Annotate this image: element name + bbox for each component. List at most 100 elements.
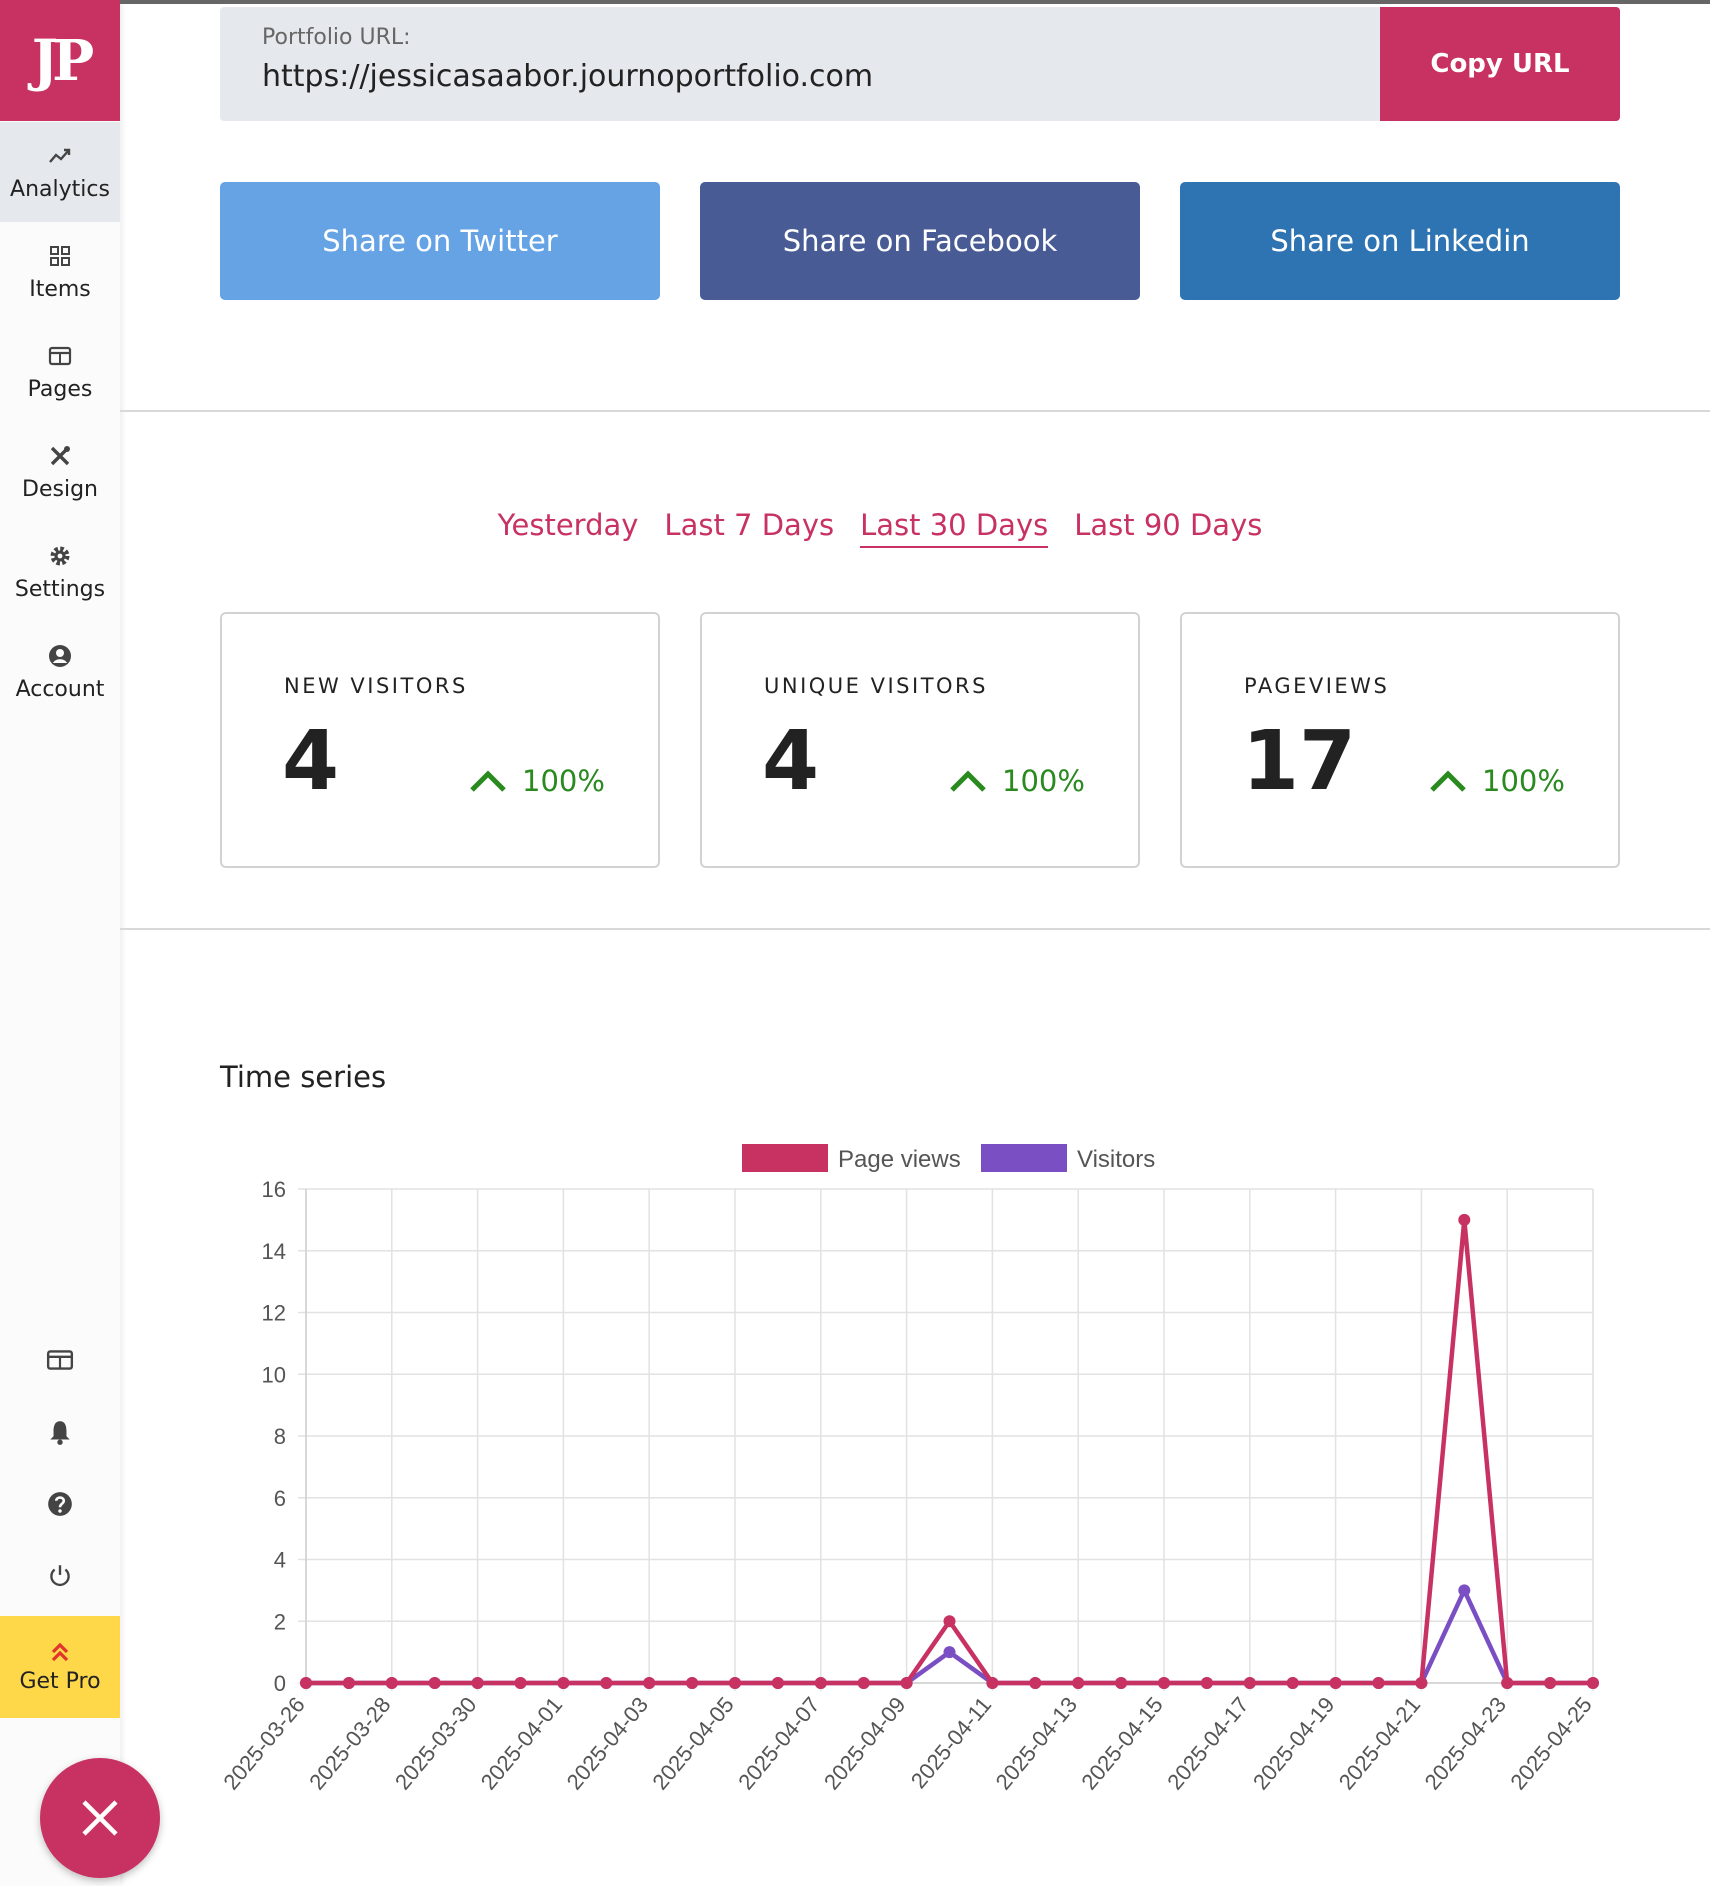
browser-window-icon[interactable] [46, 1346, 74, 1374]
share-facebook-button[interactable]: Share on Facebook [700, 182, 1140, 300]
data-point [1072, 1677, 1085, 1689]
arrow-up-icon [1430, 770, 1466, 792]
stat-card-unique-visitors: UNIQUE VISITORS 4 100% [700, 612, 1140, 868]
arrow-up-icon [950, 770, 986, 792]
data-point [1029, 1677, 1042, 1689]
grid-icon [50, 245, 70, 266]
data-point [1158, 1677, 1170, 1689]
sidebar-item-label: Design [22, 476, 98, 502]
y-tick-label: 16 [262, 1177, 286, 1202]
data-point [943, 1615, 956, 1628]
legend-label: Page views [838, 1146, 961, 1173]
sidebar-item-label: Pages [27, 376, 93, 402]
get-pro-label: Get Pro [19, 1668, 101, 1694]
portfolio-url-value[interactable]: https://jessicasaabor.journoportfolio.co… [262, 59, 874, 94]
data-point [1372, 1677, 1385, 1689]
data-point [1458, 1584, 1471, 1597]
x-tick-label: 2025-03-28 [304, 1692, 395, 1794]
y-tick-label: 10 [262, 1362, 286, 1387]
stat-change: 100% [948, 764, 1085, 798]
data-point [643, 1677, 656, 1689]
stat-change-value: 100% [522, 764, 605, 798]
tab-yesterday[interactable]: Yesterday [497, 508, 639, 542]
stat-change-value: 100% [1002, 764, 1085, 798]
x-tick-label: 2025-04-03 [562, 1692, 653, 1794]
data-point [471, 1677, 484, 1689]
data-point [857, 1677, 870, 1689]
sidebar-item-label: Account [15, 676, 105, 702]
logo[interactable]: JP [0, 0, 120, 121]
sidebar-item-design[interactable]: Design [0, 422, 120, 522]
logo-text: JP [31, 27, 95, 94]
arrow-up-icon [470, 770, 506, 792]
tab-last-30-days[interactable]: Last 30 Days [860, 508, 1049, 548]
data-point [514, 1677, 527, 1689]
y-tick-label: 6 [274, 1486, 286, 1511]
data-point [385, 1677, 398, 1689]
time-series-chart: 0 2 4 6 8 10 12 14 16 2025-03-262025-03-282025-03… [218, 1144, 1599, 1794]
x-tick-label: 2025-04-21 [1334, 1692, 1425, 1794]
stat-value: 4 [282, 714, 340, 809]
section-divider [120, 410, 1710, 412]
stat-change: 100% [1428, 764, 1565, 798]
sidebar-item-analytics[interactable]: Analytics [0, 122, 120, 222]
data-point [943, 1646, 956, 1659]
bell-icon[interactable] [46, 1418, 74, 1446]
series-line-page-views [306, 1217, 1593, 1686]
tab-last-7-days[interactable]: Last 7 Days [664, 508, 835, 542]
data-point [814, 1677, 827, 1689]
page-icon [48, 346, 72, 365]
x-tick-label: 2025-04-05 [647, 1692, 738, 1794]
share-linkedin-button[interactable]: Share on Linkedin [1180, 182, 1620, 300]
sidebar-item-pages[interactable]: Pages [0, 322, 120, 422]
sidebar-item-settings[interactable]: Settings [0, 522, 120, 622]
data-point [686, 1677, 699, 1689]
user-circle-icon [49, 644, 71, 667]
tab-last-90-days[interactable]: Last 90 Days [1074, 508, 1263, 542]
close-icon [82, 1800, 118, 1836]
data-point [428, 1677, 441, 1689]
y-tick-label: 8 [274, 1424, 286, 1449]
x-tick-label: 2025-03-26 [218, 1692, 309, 1794]
data-point [1115, 1677, 1128, 1689]
x-tick-label: 2025-04-19 [1248, 1692, 1339, 1794]
close-button[interactable] [40, 1758, 160, 1878]
y-tick-label: 2 [274, 1609, 286, 1634]
x-tick-label: 2025-04-15 [1076, 1692, 1167, 1794]
sidebar-item-items[interactable]: Items [0, 222, 120, 322]
data-point [557, 1677, 570, 1689]
data-point [300, 1677, 312, 1689]
power-icon[interactable] [46, 1562, 74, 1590]
sidebar-item-label: Analytics [10, 176, 110, 202]
chevrons-up-icon [51, 1642, 69, 1661]
legend-swatch [742, 1144, 828, 1172]
data-point [342, 1677, 355, 1689]
y-tick-label: 14 [262, 1239, 286, 1264]
data-point [900, 1677, 913, 1689]
section-divider [120, 928, 1710, 930]
x-tick-label: 2025-04-01 [476, 1692, 567, 1794]
portfolio-url-box: Portfolio URL: https://jessicasaabor.jou… [220, 7, 1620, 121]
x-tick-label: 2025-04-07 [733, 1692, 824, 1794]
data-point [1200, 1677, 1213, 1689]
help-icon[interactable] [46, 1490, 74, 1518]
stat-value: 17 [1242, 714, 1357, 809]
date-range-tabs: Yesterday Last 7 Days Last 30 Days Last … [120, 508, 1710, 548]
stat-change: 100% [468, 764, 605, 798]
x-tick-label: 2025-04-25 [1505, 1692, 1596, 1794]
y-tick-label: 0 [274, 1671, 286, 1696]
design-tools-icon [50, 445, 70, 465]
share-twitter-button[interactable]: Share on Twitter [220, 182, 660, 300]
data-point [1501, 1677, 1514, 1689]
data-point [986, 1677, 999, 1689]
stat-change-value: 100% [1482, 764, 1565, 798]
sidebar-item-label: Settings [14, 576, 106, 602]
x-tick-label: 2025-04-17 [1162, 1692, 1253, 1794]
copy-url-button[interactable]: Copy URL [1380, 7, 1620, 121]
sidebar-item-account[interactable]: Account [0, 622, 120, 722]
get-pro-button[interactable]: Get Pro [0, 1616, 120, 1718]
data-point [771, 1677, 784, 1689]
y-tick-label: 12 [262, 1301, 286, 1326]
gear-icon [50, 546, 70, 565]
data-point [600, 1677, 613, 1689]
